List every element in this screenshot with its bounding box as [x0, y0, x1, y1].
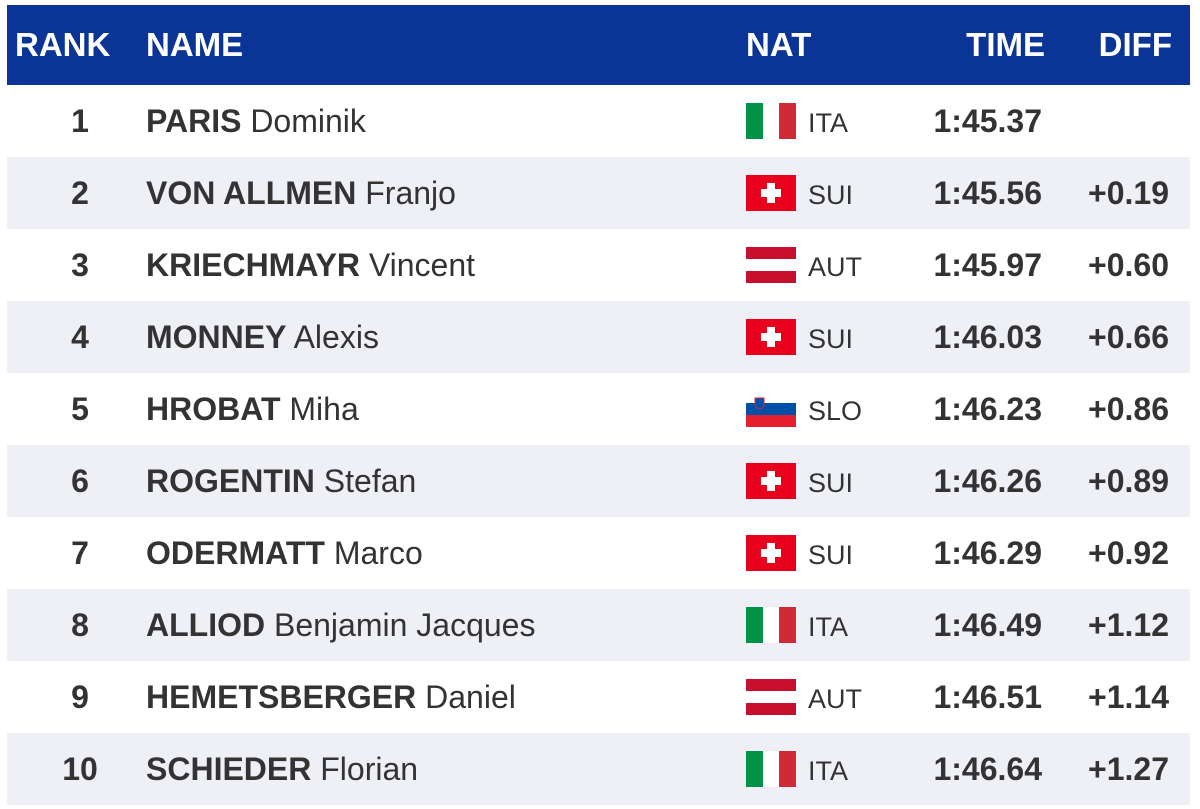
- surname: MONNEY: [146, 319, 287, 355]
- diff: +0.19: [1088, 175, 1169, 211]
- firstname: Dominik: [250, 103, 366, 139]
- nation: AUT: [808, 252, 862, 282]
- rank: 4: [71, 319, 89, 355]
- diff: +1.14: [1088, 679, 1169, 715]
- surname: ROGENTIN: [146, 463, 315, 499]
- time: 1:46.03: [933, 319, 1042, 355]
- diff: +0.60: [1088, 247, 1169, 283]
- diff: +1.12: [1088, 607, 1169, 643]
- nation: SUI: [808, 540, 854, 570]
- firstname: Franjo: [365, 175, 456, 211]
- flag: [746, 463, 796, 499]
- firstname: Stefan: [323, 463, 417, 499]
- athlete-name: MONNEY Alexis: [146, 301, 379, 373]
- rank: 10: [62, 751, 98, 787]
- flag: [746, 319, 796, 355]
- surname: ODERMATT: [146, 535, 325, 571]
- header-nat: NAT: [746, 26, 812, 63]
- firstname: Marco: [333, 535, 423, 571]
- athlete-name: ROGENTIN Stefan: [146, 445, 416, 517]
- result-row: 10 SCHIEDER Florian ITA 1:46.64 +1.27: [7, 733, 1190, 805]
- result-row: 1 PARIS Dominik ITA 1:45.37: [7, 85, 1190, 157]
- rank: 7: [71, 535, 89, 571]
- athlete-name: HROBAT Miha: [146, 373, 359, 445]
- rank: 9: [71, 679, 89, 715]
- time: 1:46.29: [933, 535, 1042, 571]
- result-row: 9 HEMETSBERGER Daniel AUT 1:46.51 +1.14: [7, 661, 1190, 733]
- rank: 1: [71, 103, 89, 139]
- surname: HEMETSBERGER: [146, 679, 417, 715]
- firstname: Daniel: [425, 679, 516, 715]
- header-rank: RANK: [15, 26, 111, 63]
- surname: VON ALLMEN: [146, 175, 357, 211]
- time: 1:46.51: [933, 679, 1042, 715]
- flag: [746, 175, 796, 211]
- flag: [746, 391, 796, 427]
- result-row: 7 ODERMATT Marco SUI 1:46.29 +0.92: [7, 517, 1190, 589]
- time: 1:46.26: [933, 463, 1042, 499]
- diff: +1.27: [1088, 751, 1169, 787]
- firstname: Benjamin Jacques: [273, 607, 536, 643]
- header-diff: DIFF: [1098, 26, 1172, 63]
- rank: 8: [71, 607, 89, 643]
- header-time: TIME: [966, 26, 1045, 63]
- surname: HROBAT: [146, 391, 281, 427]
- firstname: Miha: [289, 391, 359, 427]
- diff: +0.92: [1088, 535, 1169, 571]
- nation: SUI: [808, 324, 854, 354]
- result-row: 2 VON ALLMEN Franjo SUI 1:45.56 +0.19: [7, 157, 1190, 229]
- nation: SUI: [808, 180, 854, 210]
- athlete-name: VON ALLMEN Franjo: [146, 157, 456, 229]
- header-name: NAME: [146, 26, 244, 63]
- result-row: 8 ALLIOD Benjamin Jacques ITA 1:46.49 +1.12: [7, 589, 1190, 661]
- rank: 5: [71, 391, 89, 427]
- athlete-name: PARIS Dominik: [146, 85, 366, 157]
- time: 1:45.37: [933, 103, 1042, 139]
- surname: SCHIEDER: [146, 751, 312, 787]
- athlete-name: SCHIEDER Florian: [146, 733, 418, 805]
- nation: AUT: [808, 684, 862, 714]
- firstname: Alexis: [293, 319, 379, 355]
- athlete-name: ALLIOD Benjamin Jacques: [146, 589, 535, 661]
- athlete-name: ODERMATT Marco: [146, 517, 423, 589]
- time: 1:45.97: [933, 247, 1042, 283]
- flag: [746, 535, 796, 571]
- result-row: 4 MONNEY Alexis SUI 1:46.03 +0.66: [7, 301, 1190, 373]
- surname: KRIECHMAYR: [146, 247, 360, 283]
- firstname: Vincent: [368, 247, 475, 283]
- time: 1:46.49: [933, 607, 1042, 643]
- time: 1:45.56: [933, 175, 1042, 211]
- nation: ITA: [808, 612, 848, 642]
- result-row: 6 ROGENTIN Stefan SUI 1:46.26 +0.89: [7, 445, 1190, 517]
- nation: SLO: [808, 396, 863, 426]
- flag: [746, 751, 796, 787]
- result-row: 3 KRIECHMAYR Vincent AUT 1:45.97 +0.60: [7, 229, 1190, 301]
- flag: [746, 679, 796, 715]
- firstname: Florian: [320, 751, 419, 787]
- nation: SUI: [808, 468, 854, 498]
- nation: ITA: [808, 756, 848, 786]
- result-row: 5 HROBAT Miha SLO 1:46.23 +0.86: [7, 373, 1190, 445]
- time: 1:46.23: [933, 391, 1042, 427]
- athlete-name: HEMETSBERGER Daniel: [146, 661, 516, 733]
- athlete-name: KRIECHMAYR Vincent: [146, 229, 475, 301]
- surname: PARIS: [146, 103, 242, 139]
- diff: +0.86: [1088, 391, 1169, 427]
- rank: 6: [71, 463, 89, 499]
- rank: 2: [71, 175, 89, 211]
- surname: ALLIOD: [146, 607, 266, 643]
- rank: 3: [71, 247, 89, 283]
- flag: [746, 247, 796, 283]
- flag: [746, 103, 796, 139]
- time: 1:46.64: [933, 751, 1042, 787]
- nation: ITA: [808, 108, 848, 138]
- header-bar: [7, 5, 1190, 85]
- diff: +0.66: [1088, 319, 1169, 355]
- diff: +0.89: [1088, 463, 1169, 499]
- flag: [746, 607, 796, 643]
